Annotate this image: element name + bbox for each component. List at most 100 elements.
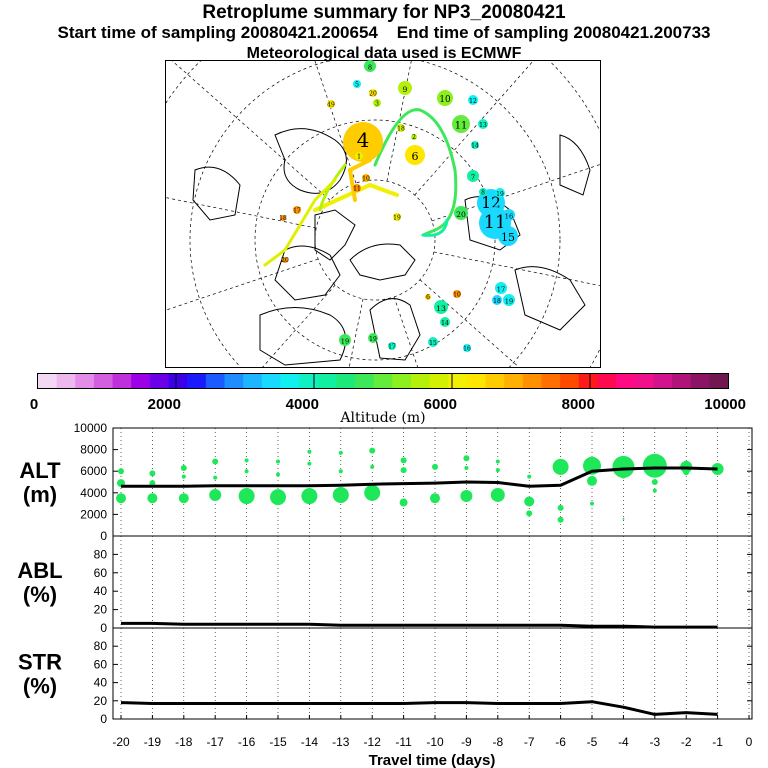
colorbar-swatch (578, 374, 598, 388)
map-bubble (353, 80, 361, 88)
time-series-panels: 0200040006000800010000ALT(m)020406080ABL… (17, 421, 753, 768)
x-tick-label: -11 (395, 735, 412, 749)
meridian-line (393, 296, 419, 368)
alt-bubble (557, 504, 564, 511)
map-bubble-label: 10 (453, 292, 461, 299)
meridian-line (314, 60, 357, 184)
alt-bubble (683, 469, 690, 476)
map-bubble (454, 206, 468, 220)
y-tick-label: 8000 (80, 443, 107, 457)
alt-bubble (149, 480, 156, 487)
map-bubble (467, 170, 479, 182)
colorbar-swatch (38, 374, 58, 388)
y-tick-label: 0 (100, 529, 107, 543)
map-bubble (503, 209, 515, 221)
colorbar-swatch (205, 374, 225, 388)
y-axis-label: STR (18, 650, 62, 675)
alt-bubble (276, 472, 281, 477)
map-bubble (498, 226, 518, 246)
alt-bubble (464, 465, 469, 470)
map-bubble (437, 90, 453, 106)
colorbar-tick-label: 8000 (562, 396, 595, 413)
alt-bubble (430, 493, 441, 504)
x-tick-label: 0 (746, 735, 753, 749)
map-bubble-label: 15 (501, 231, 515, 244)
map-bubble-label: 18 (279, 215, 287, 222)
colorbar-swatch (93, 374, 113, 388)
map-bubble (434, 300, 448, 314)
y-axis-label: ABL (17, 558, 62, 583)
y-tick-label: 80 (94, 639, 108, 653)
x-tick-label: -6 (555, 735, 566, 749)
map-bubble (355, 152, 363, 160)
x-axis: -20 -19 -18 -17 -16 -15 -14 -13 -12 -11 -10 -9 -8 -7-… (112, 715, 753, 768)
x-tick-label: -8 (492, 735, 503, 749)
colorbar-swatch (243, 374, 263, 388)
map-bubble (282, 257, 288, 263)
alt-bubble (557, 516, 564, 523)
alt-bubble (213, 475, 218, 480)
colorbar-swatch (634, 374, 654, 388)
map-bubble-label: 16 (463, 346, 471, 353)
map-bubble (364, 60, 376, 72)
map-bubble (280, 215, 286, 221)
map-bubble-label: 13 (479, 122, 487, 129)
y-tick-label: 0 (100, 712, 107, 726)
colorbar-swatch (168, 374, 188, 388)
y-tick-label: 20 (94, 603, 108, 617)
y-tick-label: 60 (94, 657, 108, 671)
map-bubble-label: 6 (412, 150, 419, 163)
map-bubble-label: 19 (505, 297, 513, 305)
x-tick-label: -4 (618, 735, 629, 749)
x-tick-label: -5 (587, 735, 598, 749)
map-bubble (428, 337, 438, 347)
map-bubble (503, 294, 515, 306)
alt-bubble (244, 469, 249, 474)
map-bubble-label: 5 (355, 82, 359, 89)
x-tick-label: -7 (524, 735, 535, 749)
alt-bubble (622, 517, 625, 520)
map-bubble-label: 14 (441, 320, 449, 327)
map-bubble (393, 213, 401, 221)
alt-bubble (369, 447, 376, 454)
x-tick-label: -20 (112, 735, 130, 749)
map-bubble (425, 294, 431, 300)
alt-bubble (552, 458, 569, 475)
map-bubble-label: 2 (412, 134, 416, 141)
map-bubble-label: 10 (439, 95, 451, 105)
y-tick-label: 6000 (80, 464, 107, 478)
map-bubble-label: 11 (455, 121, 468, 132)
map-bubble (440, 317, 450, 327)
colorbar-swatch (131, 374, 151, 388)
alt-bubble (460, 490, 473, 503)
map-bubble-label: 15 (429, 340, 437, 347)
map-bubble-label: 20 (369, 91, 377, 98)
map-bubble (479, 188, 487, 196)
y-tick-label: 80 (94, 547, 108, 561)
colorbar-swatch (672, 374, 692, 388)
alt-bubble (238, 488, 255, 505)
map-bubble (327, 100, 335, 108)
x-tick-label: -14 (301, 735, 319, 749)
alt-bubble (400, 457, 407, 464)
map-bubble-label: 12 (469, 98, 477, 105)
alt-bubble (711, 463, 724, 476)
colorbar-swatch (299, 374, 319, 388)
map-bubble (397, 124, 405, 132)
map-bubble-label: 19 (341, 337, 349, 345)
colorbar-swatch (317, 374, 337, 388)
panel-str: 0 20 40 60 80 STR(%) (18, 627, 753, 726)
y-tick-label: 20 (94, 694, 108, 708)
colorbar-swatch (522, 374, 542, 388)
meridian-line (419, 279, 521, 368)
alt-bubble (399, 498, 408, 507)
alt-bubble (244, 458, 249, 463)
end-time: End time of sampling 20080421.200733 (396, 23, 711, 42)
colorbar-swatch (541, 374, 561, 388)
map-bubble (339, 334, 351, 346)
start-time: Start time of sampling 20080421.200654 (57, 23, 378, 42)
colorbar-swatch (280, 374, 300, 388)
series-line (120, 700, 718, 716)
meridian-line (414, 60, 535, 196)
map-bubble (373, 99, 381, 107)
